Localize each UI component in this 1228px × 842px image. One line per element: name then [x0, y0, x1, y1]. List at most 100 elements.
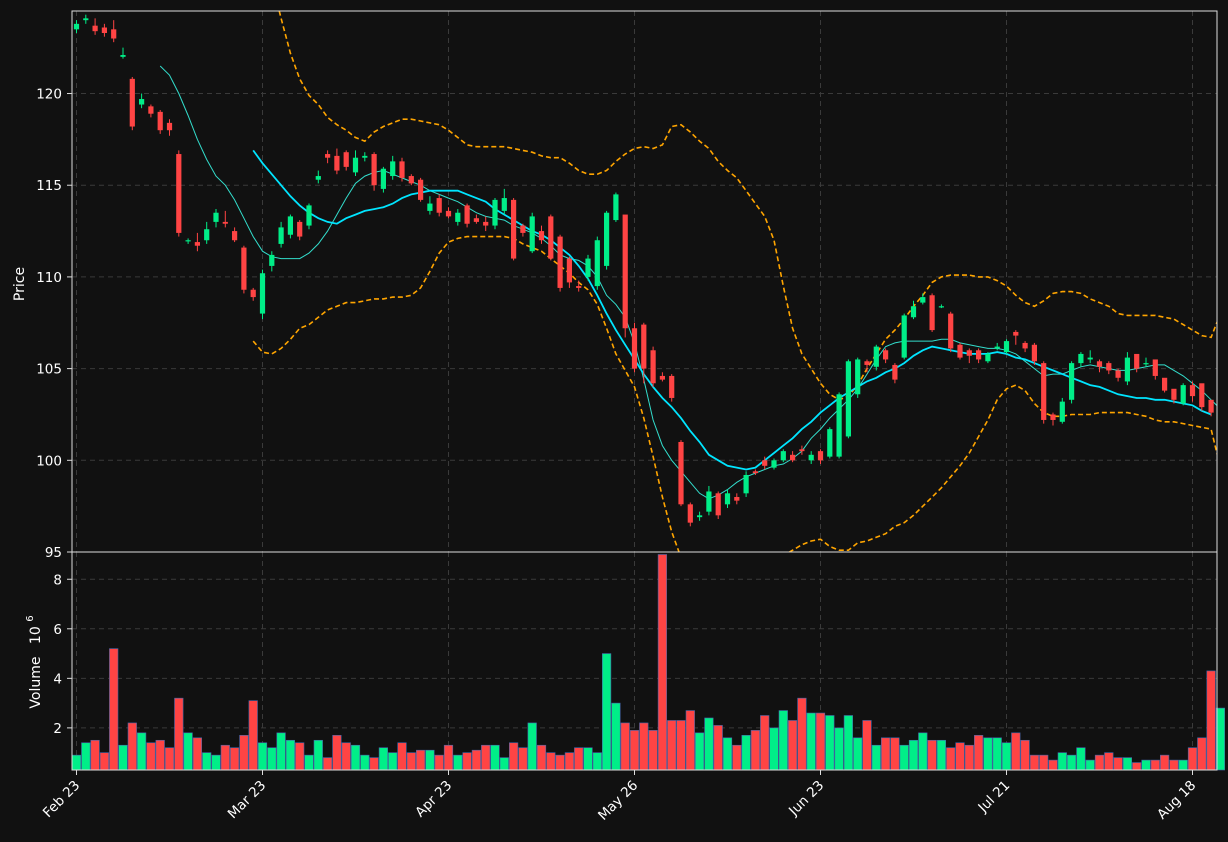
candle-body [1059, 401, 1065, 422]
candle-body [492, 199, 498, 226]
volume-bar [862, 720, 872, 771]
candle-body [148, 106, 154, 114]
volume-bar [778, 710, 788, 771]
volume-bar [732, 744, 742, 771]
price-y-ticks: 95 100 105 110 115 120 [36, 87, 72, 561]
volume-bar [685, 710, 695, 771]
volume-bar [397, 742, 407, 771]
volume-bar [313, 739, 323, 771]
price-y-tick-label: 115 [36, 178, 62, 194]
volume-bar [164, 747, 175, 771]
candle-body [650, 350, 656, 384]
volume-bar [1122, 757, 1132, 771]
volume-panel: 2 4 6 8 Volume 10 6 [25, 551, 1225, 771]
candles [73, 14, 1214, 527]
volume-bar [927, 739, 937, 771]
candle-body [511, 199, 517, 259]
price-y-tick-label: 95 [45, 545, 62, 561]
volume-bar [471, 749, 482, 771]
candle-body [976, 350, 982, 360]
price-y-tick-label: 110 [36, 270, 62, 286]
candle-body [901, 315, 907, 358]
candle-body [957, 344, 963, 358]
candle-body [966, 350, 972, 356]
volume-bar [1011, 732, 1021, 771]
volume-bar [546, 752, 556, 771]
candle-body [752, 471, 758, 474]
volume-y-tick-label: 4 [53, 671, 62, 687]
short-moving-average-line [159, 65, 1217, 500]
volume-bar [1039, 754, 1049, 771]
candle-body [771, 460, 777, 468]
candle-body [120, 55, 126, 57]
candle-body [1031, 344, 1037, 362]
candle-body [306, 205, 312, 226]
candle-body [390, 161, 396, 177]
candle-body [176, 154, 182, 233]
volume-bar [1104, 752, 1114, 771]
candle-body [139, 99, 145, 105]
candle-body [222, 221, 228, 224]
volume-bar [239, 735, 249, 771]
candle-body [259, 273, 266, 314]
volume-bar [71, 754, 82, 771]
volume-bar [843, 715, 853, 771]
candle-body [538, 231, 545, 241]
candle-body [1106, 363, 1112, 371]
candle-body [1078, 353, 1084, 364]
candle-body [938, 306, 944, 308]
volume-bar [657, 554, 667, 771]
price-y-tick-label: 100 [36, 453, 62, 469]
volume-bar [936, 739, 946, 771]
volume-bar [787, 720, 798, 771]
candle-body [445, 210, 452, 217]
volume-bar [583, 747, 593, 771]
candle-body [641, 324, 647, 369]
volume-bar [332, 735, 342, 771]
candle-body [678, 441, 684, 505]
candle-body [557, 236, 563, 288]
volume-bar [946, 747, 956, 771]
volume-bar [276, 732, 286, 771]
candle-body [1041, 363, 1047, 420]
volume-bar [341, 742, 351, 771]
volume-bar [174, 697, 184, 771]
volume-bar [1197, 737, 1207, 771]
candle-body [83, 18, 89, 21]
candle-body [427, 203, 433, 211]
volume-bar [1029, 754, 1039, 771]
candle-body [631, 328, 638, 369]
candle-body [166, 122, 173, 131]
candle-body [343, 152, 349, 167]
candle-body [1189, 385, 1196, 397]
candle-body [278, 227, 284, 244]
volume-bar [983, 737, 993, 771]
candle-body [473, 218, 479, 222]
candle-body [576, 286, 582, 288]
candle-body [529, 216, 535, 252]
volume-bar [285, 739, 296, 771]
volume-bar [769, 727, 779, 771]
volume-bar [992, 737, 1002, 771]
volume-bar [230, 747, 240, 771]
volume-bar [481, 744, 491, 771]
candle-body [948, 313, 954, 349]
volume-bar [360, 754, 370, 771]
volume-bar [1215, 707, 1225, 771]
candle-body [92, 25, 98, 32]
volume-bar [1048, 759, 1058, 771]
candle-body [418, 179, 424, 200]
volume-bar [99, 752, 109, 771]
candle-body [1143, 363, 1149, 365]
candle-body [1208, 399, 1214, 413]
volume-bar [211, 754, 221, 771]
candle-body [827, 429, 833, 457]
volume-bar [453, 754, 463, 771]
volume-bar [1076, 747, 1086, 771]
volume-panel-frame [71, 551, 1218, 771]
candle-body [892, 364, 898, 380]
candle-body [455, 212, 461, 222]
volume-bar [518, 747, 528, 771]
volume-bar [1206, 670, 1216, 771]
